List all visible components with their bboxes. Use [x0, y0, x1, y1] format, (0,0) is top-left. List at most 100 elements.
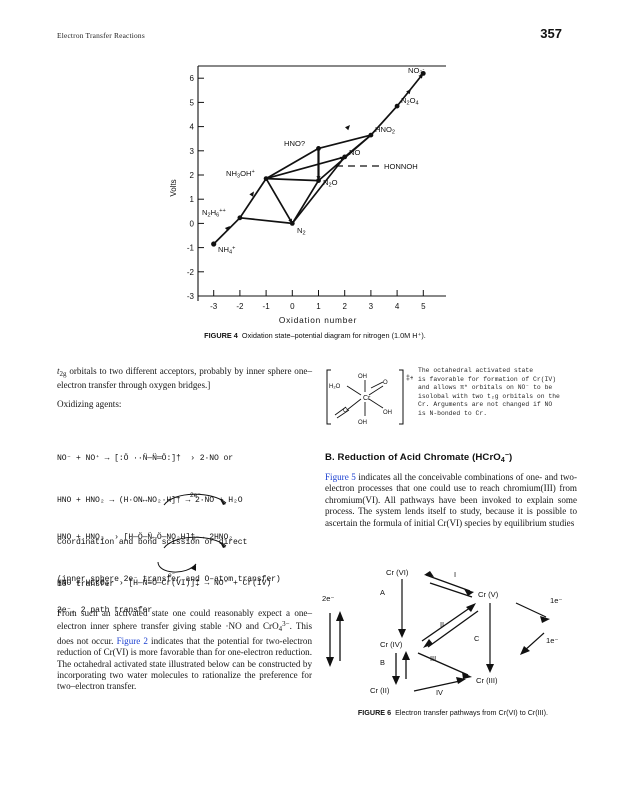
svg-text:2: 2 [342, 302, 347, 311]
para3-post: indicates that the potential for two-ele… [57, 635, 312, 692]
left-column: t2g orbitals to two different acceptors,… [57, 366, 312, 417]
equation-line-6: (inner sphere 2e⁻ transfer and O–atom tr… [57, 575, 281, 584]
figure-6-caption-text: Electron transfer pathways from Cr(VI) t… [395, 708, 549, 717]
edge-label-B: B [380, 658, 385, 667]
node-label-cr3: Cr (III) [476, 676, 498, 685]
para3-mid: . This does not occur. [57, 621, 312, 646]
figure-4-chart: -3 -2 -1 0 1 2 3 4 5 6 Volts [168, 58, 458, 326]
octa-bottom-label: OH [358, 420, 367, 426]
svg-text:4: 4 [395, 302, 400, 311]
species-label-n2h6: N2H6++ [202, 208, 226, 219]
figure-4-caption-label: FIGURE 4 [204, 331, 238, 340]
equation-line-1: NO⁻ + NO⁺ → [:Ö ··N̈—N̈═Ö:]† › 2·NO or [57, 454, 234, 463]
legend-1e-top: 1e⁻ [550, 596, 562, 605]
edge-label-C: C [474, 634, 480, 643]
paragraph-chromate: Figure 5 indicates all the conceivable c… [325, 472, 577, 529]
svg-text:-3: -3 [210, 302, 218, 311]
equation-block-3: HNO + HCrO₄⁻ › [H—N̈≡O—Cr(VI)]‡ → NO⁺ + … [57, 549, 319, 619]
octa-charge: ‡+ [406, 375, 413, 382]
arrow-label-e: e⁻ [192, 535, 200, 542]
para3-sup: 3− [282, 620, 290, 629]
cr-pathways-svg: Cr (VI) Cr (V) Cr (IV) Cr (III) Cr (II) … [322, 568, 562, 697]
figure-6-caption-label: FIGURE 6 [357, 708, 392, 717]
equation-block-4: 2e⁻, 2 path transfer [57, 576, 315, 646]
figure-2-link[interactable]: Figure 2 [116, 635, 148, 646]
octa-left-bottom-label: O [343, 408, 348, 414]
t-subscript: 2g [59, 370, 67, 378]
node-label-cr4: Cr (IV) [380, 640, 403, 649]
left-column-lower: From such an activated state one could r… [57, 608, 312, 700]
paragraph-t2g: t2g orbitals to two different acceptors,… [57, 366, 312, 392]
svg-text:6: 6 [190, 74, 195, 83]
species-label-n2o: N2O [323, 178, 338, 189]
species-label-nh4: NH4+ [218, 245, 235, 256]
edge-label-III: III [430, 654, 436, 663]
species-label-nh3oh: NH3OH+ [226, 169, 255, 180]
para3-sub: 4 [278, 625, 283, 634]
svg-text:0: 0 [290, 302, 295, 311]
svg-text:3: 3 [190, 147, 195, 156]
paragraph-activated-state: From such an activated state one could r… [57, 608, 312, 693]
svg-text:5: 5 [190, 98, 195, 107]
section-heading-b: B. Reduction of Acid Chromate (HCrO4−) [325, 452, 577, 464]
svg-text:-2: -2 [236, 302, 244, 311]
equation-line-4: 1e⁻ transfer [57, 580, 115, 589]
species-label-n2: N2 [297, 226, 306, 237]
species-label-no3: NO3- [408, 66, 425, 77]
octa-left-top-label: H₂O [329, 384, 341, 390]
arrow-label-e2: e⁻ [168, 572, 176, 579]
svg-text:-2: -2 [187, 268, 195, 277]
t-italic: t [57, 366, 60, 376]
figure-4-caption: FIGURE 4 Oxidation state–potential diagr… [170, 331, 460, 340]
two-electron-arrow-1: 2e⁻ [160, 489, 250, 512]
para3-pre: From such an activated state one could r… [57, 608, 312, 632]
species-label-honnoh: HONNOH [384, 162, 418, 171]
equation-line-3: Coordination and bond scission or direct [57, 538, 248, 547]
octa-top-label: OH [358, 374, 367, 380]
svg-text:3: 3 [369, 302, 374, 311]
edge-label-II: II [440, 620, 444, 629]
species-label-hno2: HNO2 [375, 125, 395, 136]
page-number: 357 [540, 26, 562, 41]
running-head: Electron Transfer Reactions [57, 31, 145, 40]
equation-block-2: HNO + HNO₃ › [H—Ö—N̈←Ö—NO₂H]† → 2HNO₂ … [57, 503, 315, 615]
octa-right-bottom-label: OH [383, 410, 392, 416]
paragraph-chromate-text: indicates all the conceivable combinatio… [325, 472, 577, 528]
svg-text:1: 1 [316, 302, 321, 311]
svg-text:Volts: Volts [169, 179, 178, 196]
octahedral-note-text: The octahedral activated state is favora… [418, 367, 560, 417]
paragraph-t2g-rest: orbitals to two different acceptors, pro… [57, 366, 312, 391]
svg-text:5: 5 [421, 302, 426, 311]
node-label-cr5: Cr (V) [478, 590, 499, 599]
figure-5-link[interactable]: Figure 5 [325, 472, 356, 482]
section-heading-sub: 4 [500, 457, 505, 464]
equation-line-7: HNO + HCrO₄⁻ › [H—N̈≡O—Cr(VI)]‡ → NO⁺ + … [57, 579, 272, 588]
one-electron-arrow-1: e⁻ [160, 532, 250, 555]
svg-text:0: 0 [190, 219, 195, 228]
svg-text:2: 2 [190, 171, 195, 180]
species-label-hno: HNO? [284, 139, 305, 148]
svg-text:-1: -1 [187, 244, 195, 253]
right-column: B. Reduction of Acid Chromate (HCrO4−) F… [325, 452, 577, 536]
legend-1e-bottom: 1e⁻ [546, 636, 558, 645]
frost-diagram-svg: -3 -2 -1 0 1 2 3 4 5 6 Volts [169, 65, 446, 325]
svg-text:Oxidation number: Oxidation number [279, 315, 357, 325]
edge-label-I: I [454, 570, 456, 579]
svg-text:-3: -3 [187, 292, 195, 301]
species-label-n2o4: N2O4 [401, 96, 419, 107]
legend-2e: 2e⁻ [322, 594, 334, 603]
equation-line-8: 2e⁻, 2 path transfer [57, 606, 153, 615]
octahedral-structure-diagram: ‡+ Cr OH H₂O O O [325, 366, 414, 428]
svg-text:4: 4 [190, 123, 195, 132]
edge-label-A: A [380, 588, 385, 597]
section-heading-text: B. Reduction of Acid Chromate (HCrO [325, 452, 501, 463]
section-heading-sup: − [504, 452, 510, 459]
species-label-no: NO [349, 148, 360, 157]
section-heading-end: ) [509, 452, 513, 463]
arrow-label-2e: 2e⁻ [190, 492, 201, 499]
equation-block-1: NO⁻ + NO⁺ → [:Ö ··N̈—N̈═Ö:]† › 2·NO or… [57, 424, 315, 620]
figure-6-diagram: Cr (VI) Cr (V) Cr (IV) Cr (III) Cr (II) … [318, 565, 588, 705]
edge-label-IV: IV [436, 688, 443, 697]
svg-text:-1: -1 [263, 302, 271, 311]
